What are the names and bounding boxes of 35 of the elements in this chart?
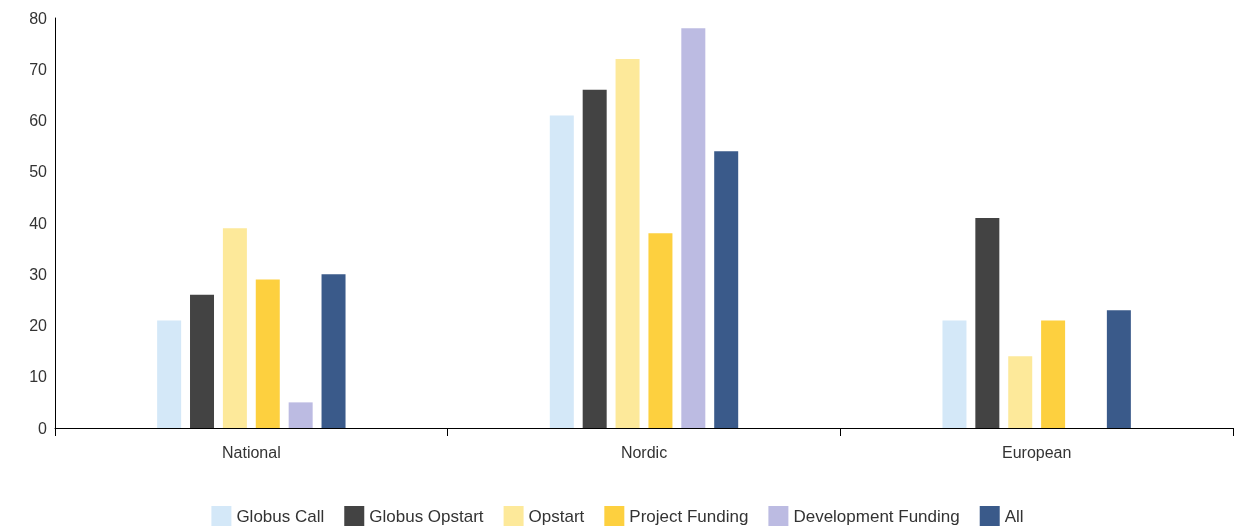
y-tick-label: 10 (29, 368, 48, 386)
y-tick-label: 0 (38, 419, 48, 437)
bar (975, 217, 1000, 428)
legend-label: Project Funding (629, 506, 749, 526)
bar (288, 402, 313, 428)
y-tick-label: 40 (29, 214, 48, 232)
bar (942, 320, 967, 428)
x-tick-label: National (221, 443, 281, 461)
bar (255, 279, 280, 428)
bar (549, 115, 574, 428)
bar (681, 28, 706, 428)
bar (582, 89, 607, 428)
bar (1041, 320, 1066, 428)
y-tick-label: 20 (29, 317, 48, 334)
legend-label: Globus Opstart (369, 506, 484, 526)
x-tick-label: Nordic (620, 443, 668, 461)
bar (190, 294, 215, 428)
bar (222, 228, 247, 428)
legend-label: Opstart (528, 506, 585, 526)
legend-label: Globus Call (236, 506, 325, 526)
legend-label: Development Funding (793, 506, 960, 526)
bar (321, 274, 346, 428)
bar (1008, 356, 1033, 428)
y-tick-label: 30 (29, 265, 48, 283)
y-tick-label: 70 (29, 60, 48, 78)
bar (157, 320, 182, 428)
legend-label: All (1004, 506, 1024, 526)
bar (648, 233, 673, 428)
y-tick-label: 50 (29, 163, 48, 181)
y-tick-label: 80 (29, 9, 48, 27)
x-tick-label: European (1001, 443, 1072, 461)
bar (615, 59, 640, 428)
y-tick-label: 60 (29, 112, 48, 129)
bar (1106, 310, 1131, 428)
bar (714, 151, 739, 428)
